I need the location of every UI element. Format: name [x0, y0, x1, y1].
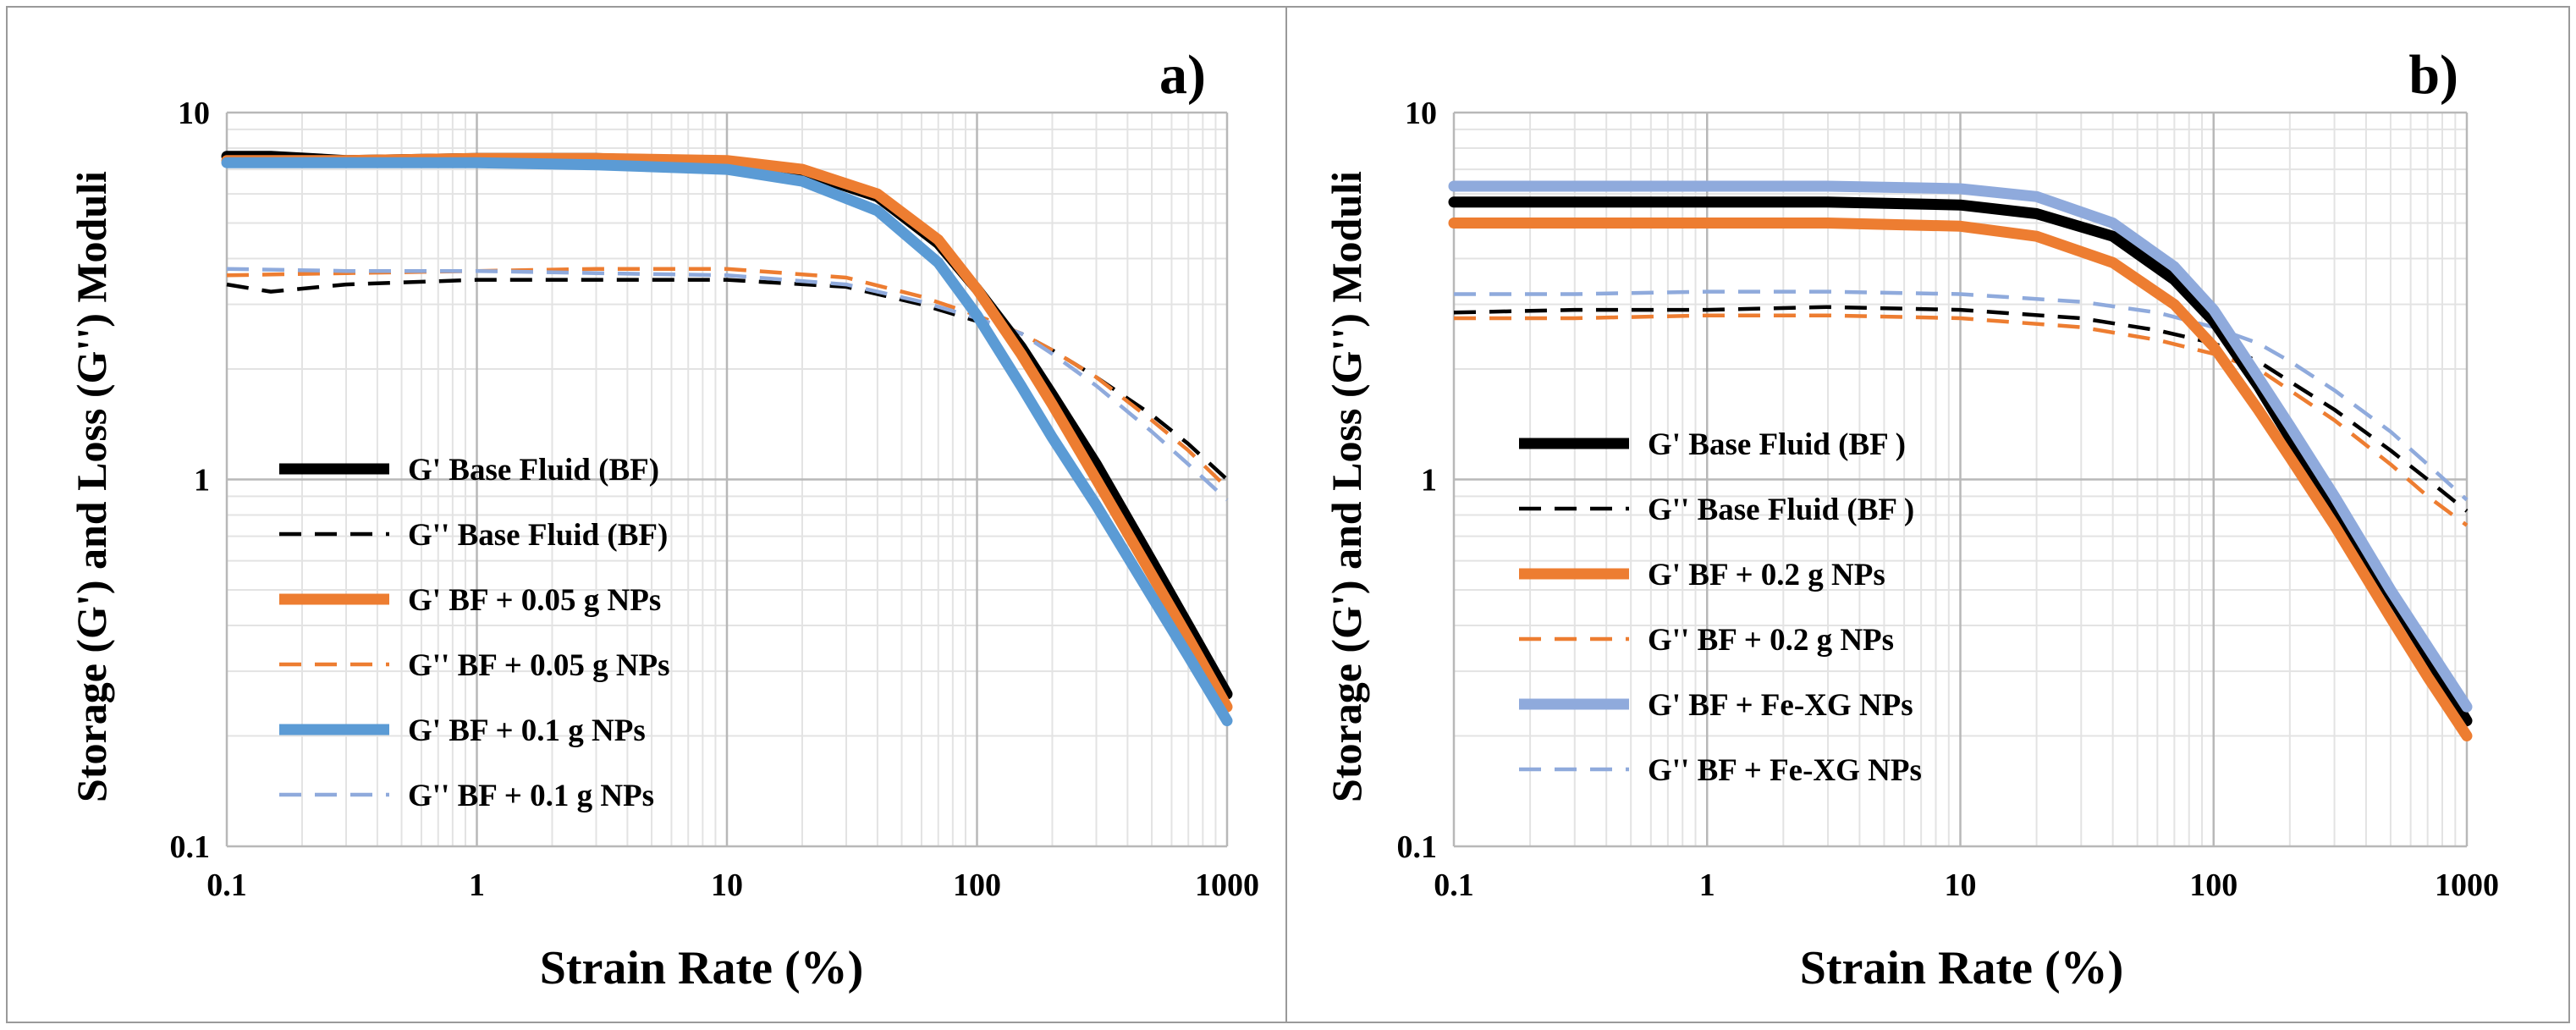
panel-a-legend-label-1: G'' Base Fluid (BF) [408, 518, 668, 553]
panel-b-tick-labels: 0.1 1 10 100 1000 0.1 1 10 [1397, 96, 2500, 903]
panel-a-letter: a) [1159, 44, 1206, 106]
panel-b-legend-label-3: G'' BF + 0.2 g NPs [1648, 623, 1894, 658]
panel-a-legend: G' Base Fluid (BF) G'' Base Fluid (BF) G' … [279, 453, 670, 813]
panel-a-legend-label-2: G' BF + 0.05 g NPs [408, 583, 661, 618]
panel-a-tick-labels: 0.1 1 10 100 1000 0.1 1 10 [170, 96, 1260, 903]
panel-b-ylabel: Storage (G') and Loss (G'') Moduli [1323, 171, 1370, 802]
panel-b-legend-label-1: G'' Base Fluid (BF ) [1648, 493, 1914, 527]
panel-b-legend-label-2: G' BF + 0.2 g NPs [1648, 558, 1885, 592]
panel-a-series-1-line [226, 278, 1229, 482]
panel-b-series-4-line [1448, 180, 2473, 713]
panel-b-legend: G' Base Fluid (BF ) G'' Base Fluid (BF ) G… [1519, 427, 1922, 788]
panel-b-x-tick-label: 10 [1945, 868, 1977, 903]
panel-b-y-tick-label: 0.1 [1397, 829, 1438, 865]
panel-a-series [221, 151, 1233, 727]
panel-a-x-tick-label: 100 [953, 868, 1001, 903]
panel-a-legend-label-3: G'' BF + 0.05 g NPs [408, 648, 670, 683]
panel-b-x-tick-label: 0.1 [1434, 868, 1474, 903]
panel-b-y-tick-label: 1 [1421, 463, 1437, 498]
panel-b: 0.1 1 10 100 1000 0.1 1 10 b) Strain Rate (%) S… [1285, 6, 2570, 1023]
panel-a: 0.1 1 10 100 1000 0.1 1 10 a) Strain Rate (%) S… [6, 6, 1287, 1023]
panel-b-x-tick-label: 1 [1699, 868, 1715, 903]
panel-a-xlabel: Strain Rate (%) [540, 942, 864, 994]
panel-b-series-2-line [1448, 218, 2473, 741]
panel-a-legend-label-5: G'' BF + 0.1 g NPs [408, 779, 654, 813]
panel-b-x-tick-label: 1000 [2435, 868, 2499, 903]
panel-a-y-tick-label: 10 [178, 96, 210, 131]
panel-b-series-3-line [1454, 313, 2469, 527]
panel-a-series-5-line [226, 267, 1229, 502]
panel-b-y-tick-label: 10 [1405, 96, 1437, 131]
panel-a-y-tick-label: 0.1 [170, 829, 211, 865]
panel-b-legend-label-5: G'' BF + Fe-XG NPs [1648, 753, 1922, 788]
panel-a-legend-label-0: G' Base Fluid (BF) [408, 453, 659, 487]
panel-a-legend-label-4: G' BF + 0.1 g NPs [408, 713, 646, 748]
panel-a-x-tick-label: 1 [469, 868, 485, 903]
panel-b-legend-label-4: G' BF + Fe-XG NPs [1648, 688, 1913, 723]
panel-b-x-tick-label: 100 [2189, 868, 2237, 903]
panel-a-x-tick-label: 0.1 [206, 868, 247, 903]
panel-a-x-tick-label: 10 [711, 868, 743, 903]
panel-a-ylabel: Storage (G') and Loss (G'') Moduli [68, 171, 115, 802]
panel-b-letter: b) [2408, 44, 2458, 106]
panel-b-xlabel: Strain Rate (%) [1800, 942, 2124, 994]
panel-a-y-tick-label: 1 [194, 463, 210, 498]
panel-a-x-tick-label: 1000 [1195, 868, 1259, 903]
panel-b-series [1448, 180, 2473, 741]
panel-b-legend-label-0: G' Base Fluid (BF ) [1648, 427, 1906, 462]
panel-a-series-4-line [221, 157, 1233, 727]
